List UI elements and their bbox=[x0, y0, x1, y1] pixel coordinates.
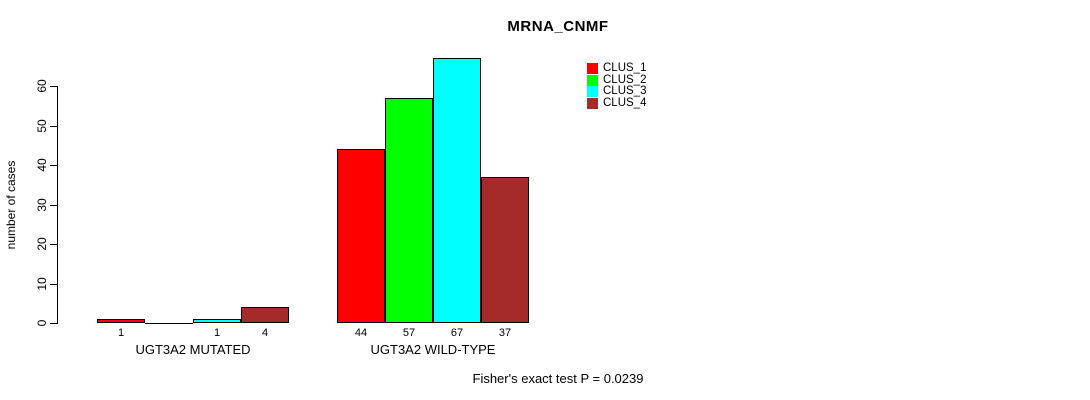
y-axis-tick-label: 20 bbox=[35, 237, 49, 251]
bar-clus_1-group-1 bbox=[337, 149, 385, 323]
legend-label: CLUS_1 bbox=[603, 62, 647, 74]
y-axis-tick-label: 10 bbox=[35, 276, 49, 291]
bar-value-label: 4 bbox=[261, 327, 269, 339]
bar-clus_3-group-1 bbox=[433, 58, 481, 323]
y-axis-tick bbox=[50, 125, 57, 127]
legend-item-clus_3: CLUS_3 bbox=[587, 85, 647, 97]
y-axis-tick bbox=[50, 283, 57, 285]
legend-item-clus_4: CLUS_4 bbox=[587, 96, 647, 109]
y-axis-title: number of cases bbox=[4, 160, 18, 250]
legend-swatch-clus_4 bbox=[587, 97, 598, 109]
legend-item-clus_2: CLUS_2 bbox=[587, 73, 647, 86]
y-axis-tick bbox=[50, 86, 57, 87]
legend-label: CLUS_2 bbox=[603, 73, 647, 86]
bar-value-label: 67 bbox=[450, 327, 464, 339]
bar-clus_2-group-1 bbox=[385, 98, 433, 323]
y-axis-tick-label: 50 bbox=[35, 118, 49, 133]
legend-swatch-clus_1 bbox=[587, 63, 598, 74]
zero-bar-clus_2-group-0 bbox=[145, 323, 193, 324]
legend-item-clus_1: CLUS_1 bbox=[587, 62, 647, 74]
chart-title: MRNA_CNMF bbox=[507, 18, 609, 35]
bar-value-label: 1 bbox=[117, 327, 125, 339]
y-axis-tick-label: 40 bbox=[35, 158, 49, 172]
legend-swatch-clus_2 bbox=[587, 74, 598, 86]
bar-clus_4-group-0 bbox=[241, 307, 289, 323]
y-axis-tick-label: 30 bbox=[35, 197, 49, 212]
y-axis-tick bbox=[50, 204, 57, 206]
bar-clus_4-group-1 bbox=[481, 177, 529, 323]
y-axis-tick bbox=[50, 323, 57, 324]
legend-label: CLUS_3 bbox=[603, 85, 647, 97]
bar-value-label: 1 bbox=[213, 327, 221, 339]
bar-clus_3-group-0 bbox=[193, 319, 241, 323]
bar-value-label: 57 bbox=[402, 327, 416, 339]
y-axis-tick-label: 0 bbox=[35, 319, 49, 327]
legend-swatch-clus_3 bbox=[587, 86, 598, 97]
bar-value-label: 37 bbox=[498, 327, 512, 339]
legend-label: CLUS_4 bbox=[603, 96, 647, 109]
y-axis-line bbox=[57, 86, 58, 324]
x-group-label-wild-type: UGT3A2 WILD-TYPE bbox=[370, 342, 496, 357]
bar-value-label: 44 bbox=[354, 327, 368, 339]
y-axis-tick bbox=[50, 165, 57, 166]
fisher-test-annotation: Fisher's exact test P = 0.0239 bbox=[472, 371, 644, 386]
y-axis-tick bbox=[50, 244, 57, 245]
y-axis-tick-label: 60 bbox=[35, 79, 49, 93]
bar-clus_1-group-0 bbox=[97, 319, 145, 323]
x-group-label-mutated: UGT3A2 MUTATED bbox=[135, 342, 251, 357]
